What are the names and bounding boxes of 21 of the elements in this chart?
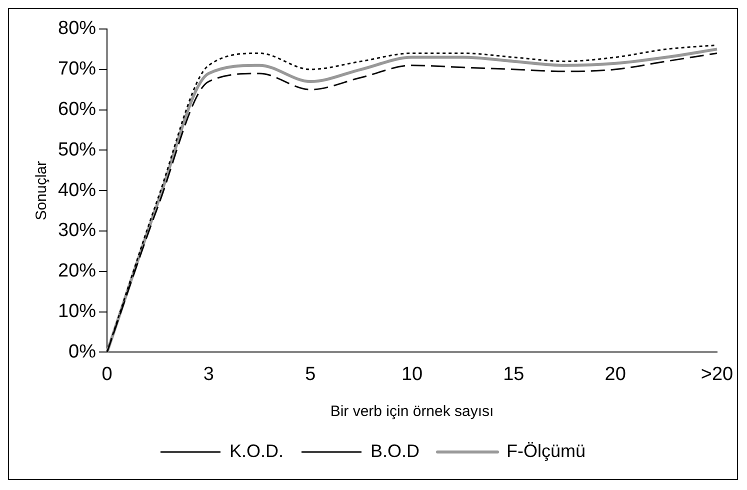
x-tick-label: 5 — [305, 364, 316, 385]
x-tick-label: 15 — [503, 364, 524, 385]
y-tick-label: 80% — [58, 18, 96, 40]
y-tick-label: 50% — [58, 139, 96, 160]
x-tick-label: 10 — [401, 364, 423, 385]
x-tick-label: >20 — [700, 364, 734, 385]
x-tick-label: 0 — [102, 364, 112, 385]
y-tick-label: 20% — [58, 260, 96, 282]
x-tick-label: 20 — [604, 364, 626, 385]
y-tick-label: 40% — [58, 180, 96, 201]
x-axis-title: Bir verb için örnek sayısı — [330, 403, 494, 420]
y-tick-label: 10% — [58, 301, 96, 322]
x-tick-label: 3 — [203, 364, 214, 385]
y-tick-label: 70% — [58, 58, 96, 80]
y-tick-label: 0% — [68, 341, 96, 362]
y-tick-label: 30% — [58, 220, 96, 242]
legend-label: B.O.D — [370, 440, 420, 461]
legend-label: F-Ölçümü — [506, 440, 586, 461]
y-axis-title: Sonuçlar — [33, 160, 50, 220]
y-tick-label: 60% — [58, 99, 96, 120]
legend-label: K.O.D. — [229, 440, 284, 461]
